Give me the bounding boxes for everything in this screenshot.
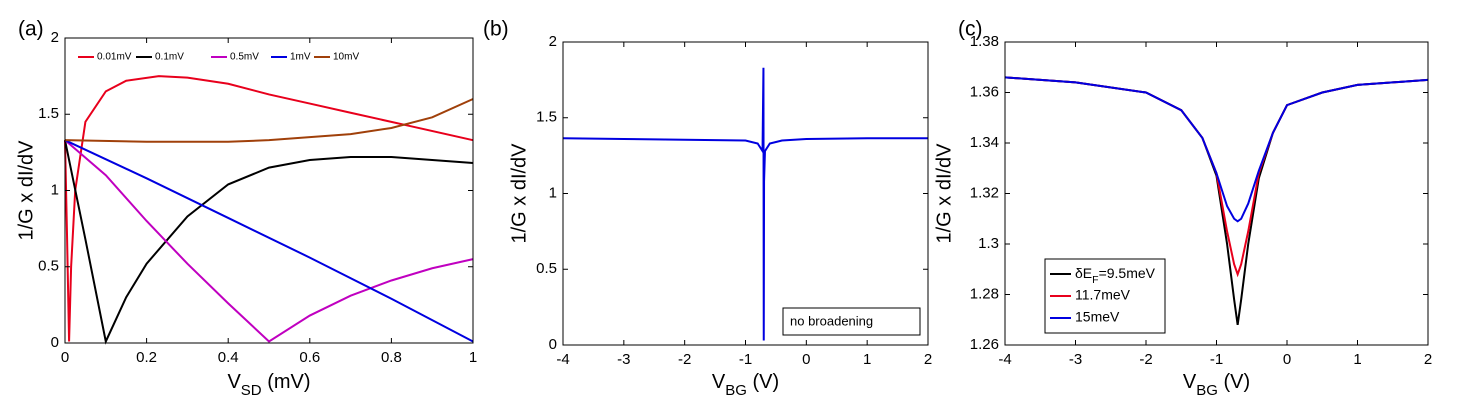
x-axis-label-part: (V) bbox=[1218, 371, 1250, 393]
annotation-box bbox=[782, 307, 921, 336]
y-tick-label: 1.34 bbox=[970, 134, 999, 151]
x-tick-label: 2 bbox=[924, 351, 932, 368]
x-axis-label-part: V bbox=[227, 371, 241, 393]
x-axis-label: VBG (V) bbox=[712, 371, 779, 399]
data-line bbox=[64, 139, 474, 343]
legend-label: 0.5mV bbox=[230, 52, 259, 63]
x-axis-label-part: (mV) bbox=[262, 371, 311, 393]
x-tick-label: -1 bbox=[1210, 351, 1223, 368]
y-tick-label: 1.3 bbox=[978, 235, 999, 252]
data-line bbox=[64, 75, 474, 342]
legend-label: δEF=9.5meV bbox=[1075, 265, 1156, 286]
x-tick-label: -2 bbox=[678, 351, 691, 368]
panel-label: (c) bbox=[958, 18, 983, 41]
y-tick-label: 2 bbox=[549, 33, 557, 50]
legend-label: 0.01mV bbox=[97, 52, 132, 63]
y-tick-label: 1.38 bbox=[970, 33, 999, 50]
x-tick-label: -3 bbox=[617, 351, 630, 368]
annotation: no broadening bbox=[790, 313, 873, 328]
x-tick-label: 1 bbox=[469, 349, 477, 366]
x-tick-label: -4 bbox=[556, 351, 569, 368]
x-axis-label: VSD (mV) bbox=[227, 371, 310, 399]
legend-label: 0.1mV bbox=[155, 52, 184, 63]
legend-label: 11.7meV bbox=[1075, 287, 1131, 303]
x-tick-label: 0.2 bbox=[136, 349, 157, 366]
legend-label-part: =9.5meV bbox=[1099, 265, 1156, 281]
x-tick-label: 0.6 bbox=[299, 349, 320, 366]
y-tick-label: 1.32 bbox=[970, 184, 999, 201]
x-axis-label-part: BG bbox=[725, 382, 747, 399]
data-line bbox=[1004, 76, 1429, 223]
x-tick-label: -2 bbox=[1139, 351, 1152, 368]
data-line bbox=[562, 67, 928, 341]
panel-label: (a) bbox=[18, 18, 44, 41]
plot-area bbox=[563, 42, 928, 345]
x-axis-label-part: SD bbox=[241, 382, 262, 399]
x-tick-label: 1 bbox=[1353, 351, 1361, 368]
y-tick-label: 0.5 bbox=[38, 258, 59, 275]
x-tick-label: -1 bbox=[739, 351, 752, 368]
data-line bbox=[64, 139, 474, 345]
y-tick-label: 1.26 bbox=[970, 336, 999, 353]
legend-label-part: F bbox=[1092, 274, 1098, 286]
x-axis-label-part: V bbox=[1183, 371, 1197, 393]
y-tick-label: 1.36 bbox=[970, 83, 999, 100]
y-tick-label: 2 bbox=[51, 29, 59, 46]
y-axis-label: 1/G x dI/dV bbox=[508, 143, 530, 244]
x-axis-label-part: V bbox=[712, 371, 726, 393]
y-tick-label: 0 bbox=[51, 334, 59, 351]
legend-label: 10mV bbox=[333, 52, 359, 63]
y-tick-label: 1 bbox=[51, 181, 59, 198]
legend-label-part: δE bbox=[1075, 265, 1092, 281]
x-tick-label: -3 bbox=[1069, 351, 1082, 368]
x-tick-label: 2 bbox=[1424, 351, 1432, 368]
x-tick-label: 0.4 bbox=[218, 349, 239, 366]
x-tick-label: 0.8 bbox=[381, 349, 402, 366]
y-tick-label: 0 bbox=[549, 336, 557, 353]
panel-label: (b) bbox=[483, 18, 509, 41]
legend-label: 1mV bbox=[290, 52, 311, 63]
y-tick-label: 1.28 bbox=[970, 285, 999, 302]
x-axis-label-part: BG bbox=[1196, 382, 1218, 399]
y-tick-label: 1 bbox=[549, 184, 557, 201]
y-axis-label: 1/G x dI/dV bbox=[15, 140, 37, 241]
y-tick-label: 1.5 bbox=[38, 105, 59, 122]
data-line bbox=[64, 98, 474, 143]
data-line bbox=[64, 139, 474, 343]
plot-area bbox=[65, 38, 473, 343]
y-tick-label: 1.5 bbox=[536, 109, 557, 126]
y-axis-label: 1/G x dI/dV bbox=[933, 143, 955, 244]
x-tick-label: 0 bbox=[802, 351, 810, 368]
x-tick-label: -4 bbox=[998, 351, 1011, 368]
x-tick-label: 0 bbox=[1283, 351, 1291, 368]
y-tick-label: 0.5 bbox=[536, 260, 557, 277]
legend-label: 15meV bbox=[1075, 309, 1120, 325]
x-axis-label-part: (V) bbox=[747, 371, 779, 393]
x-tick-label: 1 bbox=[863, 351, 871, 368]
x-axis-label: VBG (V) bbox=[1183, 371, 1250, 399]
x-tick-label: 0 bbox=[61, 349, 69, 366]
